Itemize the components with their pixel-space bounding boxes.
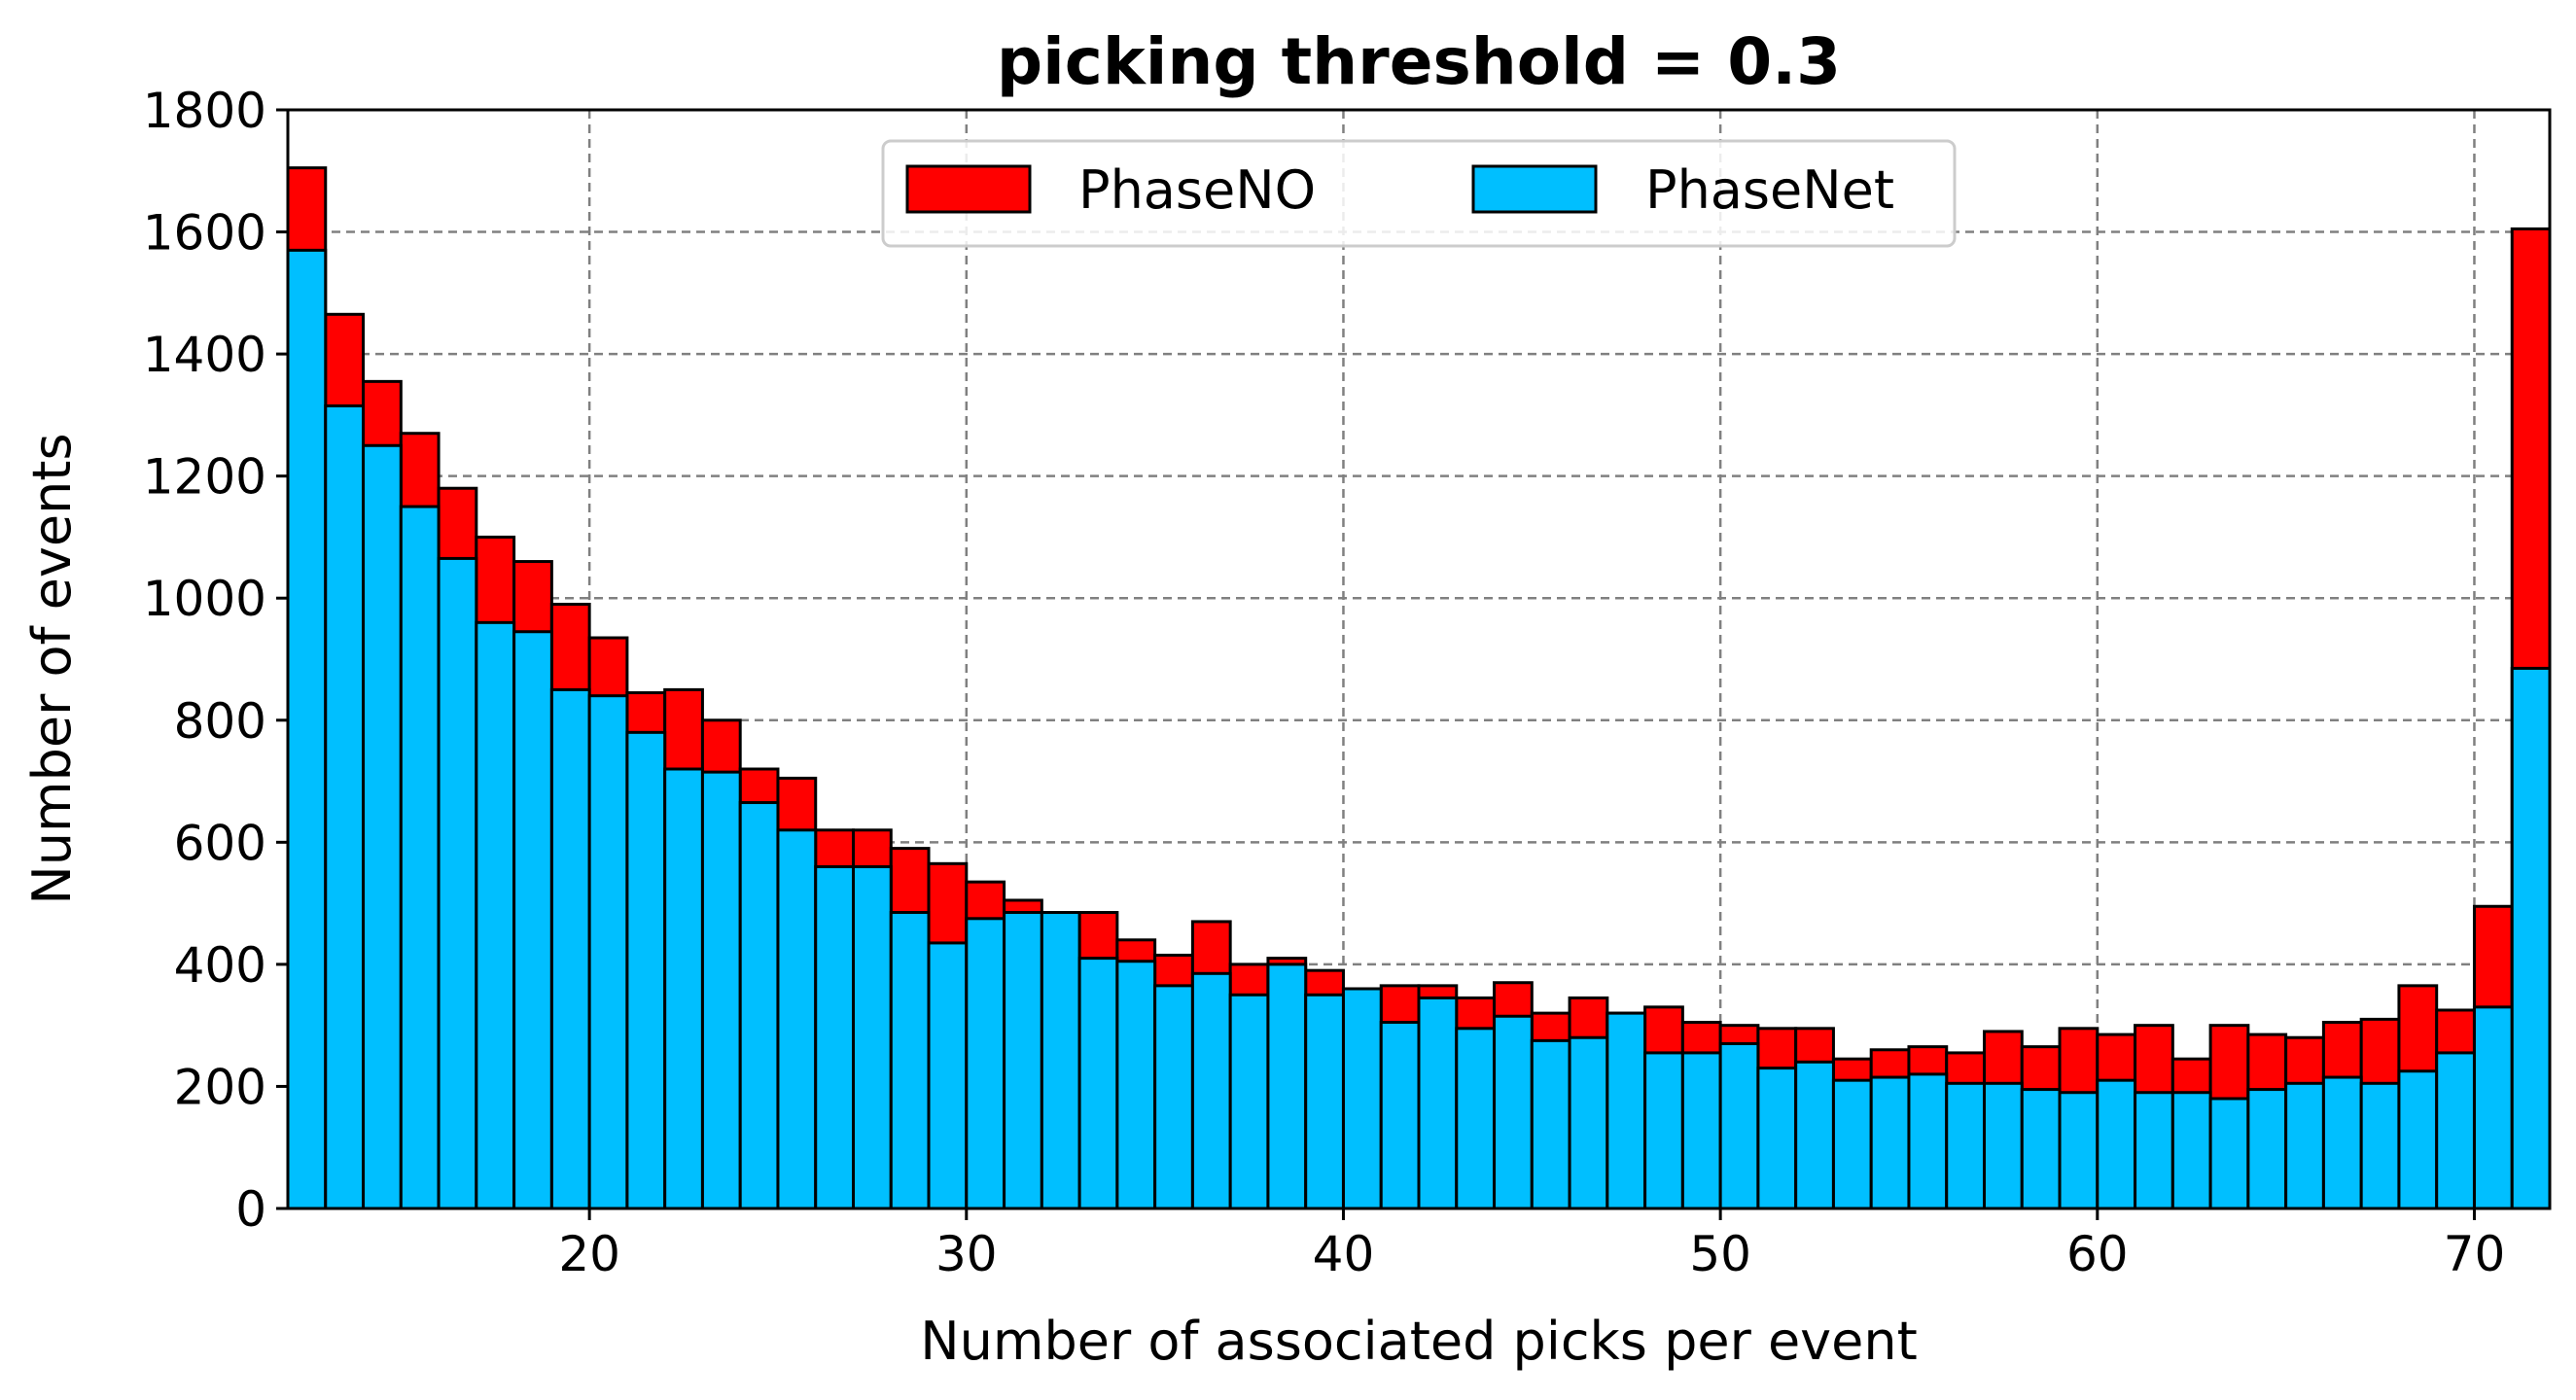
- bar-phasenet: [549, 687, 591, 1210]
- y-tick-label: 800: [174, 693, 266, 750]
- bar-phasenet: [2472, 1005, 2514, 1210]
- bar-phasenet: [1945, 1081, 1986, 1210]
- bar-phasenet: [663, 767, 704, 1210]
- bar-phasenet: [2359, 1081, 2401, 1210]
- y-tick-label: 0: [235, 1181, 266, 1238]
- legend-label-phasenet: PhaseNet: [1645, 159, 1894, 221]
- bar-phasenet: [437, 556, 478, 1210]
- bar-phasenet: [889, 911, 931, 1210]
- bar-phasenet: [1794, 1060, 1835, 1210]
- bar-phasenet: [965, 917, 1006, 1210]
- bar-phasenet: [1606, 1011, 1647, 1210]
- bar-phasenet: [1341, 987, 1383, 1210]
- bar-phasenet: [1304, 993, 1345, 1210]
- bar-phasenet: [1040, 911, 1081, 1210]
- x-tick-label: 50: [1689, 1226, 1751, 1282]
- y-tick-label: 200: [174, 1059, 266, 1115]
- bar-phasenet: [1831, 1078, 1873, 1210]
- bar-phasenet: [2510, 666, 2552, 1210]
- axis-ticks: 20 30 40 50 60 70 0 200 400 600 800 1000 1200 1400 160…: [143, 83, 2506, 1282]
- bar-phasenet: [814, 864, 856, 1210]
- bar-phasenet: [2170, 1091, 2212, 1210]
- bar-phasenet: [1680, 1051, 1722, 1210]
- bar-phasenet: [362, 443, 403, 1210]
- bar-phasenet: [625, 730, 667, 1210]
- y-axis-label: Number of events: [21, 433, 83, 904]
- x-tick-label: 20: [558, 1226, 620, 1282]
- x-tick-label: 70: [2444, 1226, 2506, 1282]
- bar-phasenet: [738, 801, 780, 1210]
- x-tick-label: 30: [935, 1226, 998, 1282]
- bar-phasenet: [1455, 1027, 1497, 1210]
- legend: PhaseNO PhaseNet: [881, 139, 1957, 248]
- bar-phasenet: [2058, 1091, 2100, 1210]
- bar-phasenet: [700, 770, 742, 1210]
- bar-phasenet: [1190, 971, 1232, 1210]
- bar-phasenet: [324, 403, 366, 1210]
- bar-phasenet: [2284, 1081, 2325, 1210]
- legend-swatch-phaseno: [905, 164, 1032, 214]
- y-tick-label: 600: [174, 815, 266, 871]
- bar-phasenet: [1417, 996, 1459, 1210]
- bar-phasenet: [286, 248, 328, 1210]
- bar-phasenet: [1568, 1035, 1609, 1210]
- y-tick-label: 1400: [143, 327, 266, 383]
- bar-phasenet: [2134, 1091, 2174, 1210]
- bar-phasenet: [1115, 960, 1157, 1210]
- bar-phasenet: [1003, 911, 1043, 1210]
- bar-phasenet: [1983, 1081, 2024, 1210]
- x-tick-label: 40: [1313, 1226, 1375, 1282]
- y-tick-label: 1200: [143, 449, 266, 506]
- bars: [286, 166, 2552, 1210]
- bar-phasenet: [2020, 1088, 2062, 1210]
- x-axis-label: Number of associated picks per event: [920, 1311, 1918, 1372]
- bar-phasenet: [1379, 1021, 1421, 1210]
- legend-label-phaseno: PhaseNO: [1078, 159, 1316, 221]
- bar-phasenet: [512, 630, 553, 1210]
- bar-phasenet: [1228, 993, 1270, 1210]
- bar-phasenet: [1756, 1067, 1798, 1210]
- bar-phasenet: [587, 694, 629, 1210]
- bar-phasenet: [2321, 1075, 2363, 1210]
- bar-phasenet: [1493, 1014, 1534, 1210]
- bar-phasenet: [399, 505, 441, 1210]
- bar-phasenet: [2246, 1088, 2288, 1210]
- bar-phasenet: [1643, 1051, 1684, 1210]
- plot-frame: [286, 108, 2552, 1210]
- bar-phasenet: [2397, 1069, 2439, 1210]
- bar-phasenet: [1077, 957, 1119, 1210]
- legend-box: [881, 139, 1957, 248]
- bar-phasenet: [1718, 1042, 1760, 1210]
- bar-phasenet: [852, 864, 893, 1210]
- bar-phasenet: [2096, 1078, 2137, 1210]
- bar-phasenet: [927, 941, 969, 1210]
- bar-phasenet: [776, 828, 818, 1210]
- bar-phasenet: [1266, 962, 1308, 1210]
- y-tick-label: 400: [174, 937, 266, 994]
- bar-phasenet: [1907, 1072, 1949, 1210]
- bar-phasenet: [2208, 1097, 2250, 1210]
- y-tick-label: 1800: [143, 83, 266, 139]
- bar-phasenet: [1530, 1038, 1571, 1210]
- chart-title: picking threshold = 0.3: [997, 24, 1841, 99]
- bar-phasenet: [475, 620, 516, 1210]
- x-tick-label: 60: [2066, 1226, 2129, 1282]
- y-tick-label: 1000: [143, 571, 266, 627]
- legend-swatch-phasenet: [1471, 164, 1598, 214]
- bar-phasenet: [2435, 1051, 2476, 1210]
- y-tick-label: 1600: [143, 205, 266, 262]
- bar-phasenet: [1869, 1075, 1911, 1210]
- bar-phasenet: [1153, 984, 1194, 1210]
